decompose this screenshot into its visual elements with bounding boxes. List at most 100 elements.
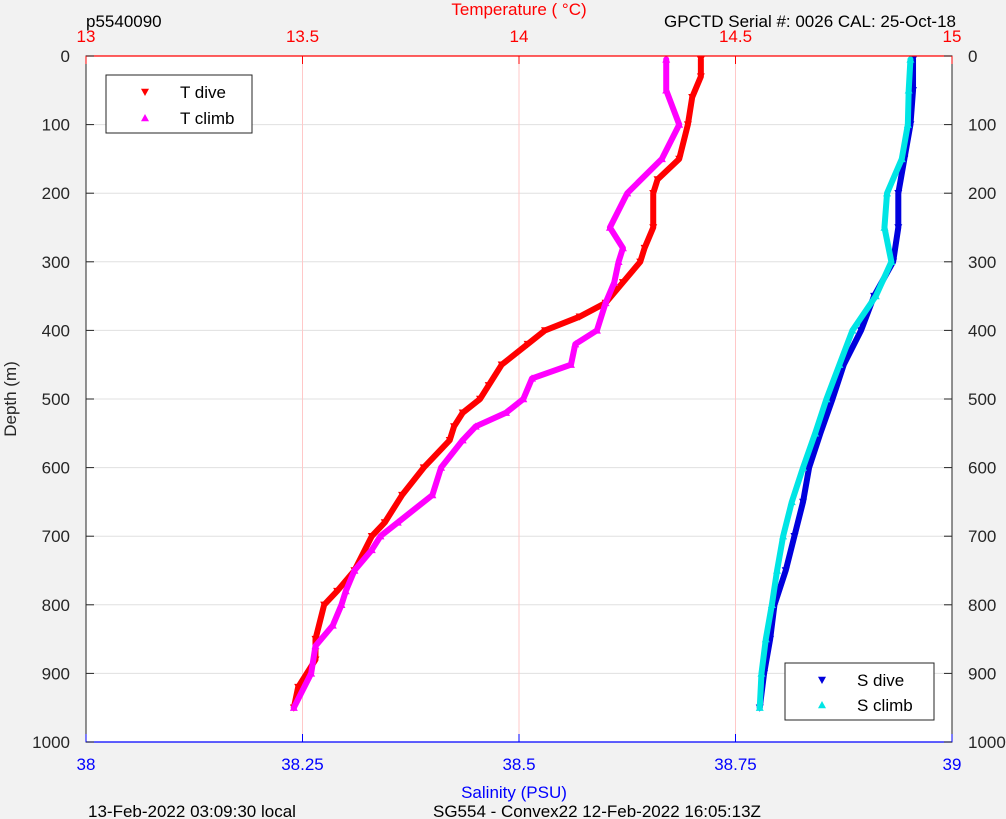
salinity-tick-label: 38.5 [502,755,535,774]
data-point [675,155,684,163]
depth-tick-label-right: 1000 [968,733,1006,752]
data-point [767,600,776,608]
data-point [696,56,705,64]
data-point [904,86,913,94]
legend-temperature-box [105,74,253,134]
data-point [458,409,467,417]
legend-label: S dive [857,671,904,690]
data-point [883,189,892,197]
data-point [755,703,764,711]
data-point [350,566,359,574]
data-point [601,298,610,307]
depth-tick-label-right: 900 [968,664,996,683]
data-point [592,326,601,334]
data-point [880,223,889,231]
data-point [675,120,684,128]
data-point [897,154,906,163]
data-point [618,244,627,252]
temperature-tick-label: 14 [510,27,529,46]
data-point [811,429,820,437]
header-left-text: p5540090 [86,12,162,31]
series-t-dive [289,56,705,712]
depth-tick-label-right: 200 [968,184,996,203]
data-point [649,190,658,198]
data-point [307,669,316,677]
data-point [696,73,705,81]
data-point [540,327,549,335]
depth-tick-label-left: 0 [61,47,70,66]
series-layer [289,55,918,712]
legend-salinity: S dive S climb [784,662,935,721]
header-right-text: GPCTD Serial #: 0026 CAL: 25-Oct-18 [664,12,956,31]
data-point [857,327,866,335]
salinity-tick-label: 38.25 [281,755,324,774]
data-point [471,422,480,430]
depth-tick-label-left: 100 [42,116,70,135]
data-point [822,395,831,403]
depth-tick-label-left: 500 [42,390,70,409]
data-point [445,436,454,445]
data-point [523,340,532,349]
depth-tick-label-left: 1000 [32,733,70,752]
data-point [380,519,389,527]
series-t-climb [289,55,684,711]
data-point [683,121,692,129]
salinity-tick-label: 39 [943,755,962,774]
legend-marker [818,701,826,709]
data-point [799,498,808,506]
data-point [848,326,857,334]
depth-tick-label-left: 700 [42,527,70,546]
temperature-tick-label: 14.5 [719,27,752,46]
data-point [773,566,782,574]
data-point [779,532,788,540]
depth-tick-label-left: 400 [42,321,70,340]
data-point [653,176,662,184]
depth-tick-label-right: 400 [968,321,996,340]
data-point [320,601,329,609]
data-point [437,463,446,471]
legend-label: S climb [857,696,913,715]
data-point [781,567,790,575]
salinity-axis-title: Salinity (PSU) [461,783,567,802]
data-point [640,244,649,253]
footer-left-text: 13-Feb-2022 03:09:30 local [88,802,296,819]
depth-tick-label-right: 0 [968,47,977,66]
data-point [333,587,342,596]
data-point [367,533,376,541]
data-point [502,408,511,416]
data-point [688,93,697,102]
depth-tick-label-right: 600 [968,459,996,478]
data-point [828,395,837,403]
data-point [294,683,303,692]
data-point [328,621,337,629]
data-point [662,55,671,63]
legend-salinity-box [784,662,935,721]
data-point [497,361,506,369]
data-point [787,497,796,506]
data-point [805,464,814,472]
data-point [519,395,528,403]
data-point [367,545,376,554]
data-point [484,382,493,390]
legend-marker [141,114,149,122]
data-point [376,532,385,540]
data-point [610,278,619,286]
data-point [903,120,912,128]
data-point [790,533,799,541]
depth-tick-label-left: 900 [42,664,70,683]
temperature-tick-label: 13.5 [286,27,319,46]
data-point [894,190,903,198]
data-point [571,340,580,348]
temperature-tick-label: 13 [77,27,96,46]
depth-tick-label-right: 700 [968,527,996,546]
data-point [757,669,766,677]
data-point [761,635,770,643]
data-point [393,518,402,526]
data-point [289,703,298,711]
data-point [458,436,467,444]
data-point [636,258,645,266]
data-point [649,224,658,232]
legend-label: T dive [180,83,226,102]
data-point [887,257,896,265]
data-point [614,257,623,265]
